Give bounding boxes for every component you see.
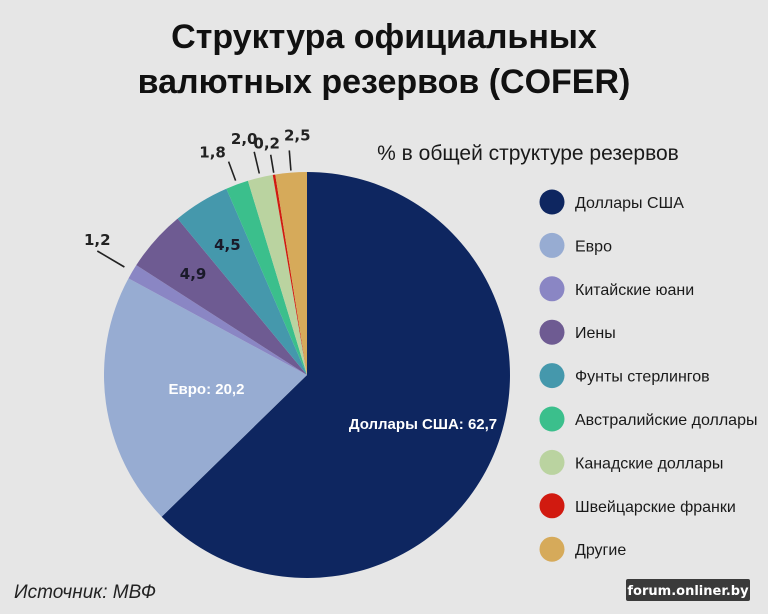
legend-marker-4 bbox=[539, 319, 565, 345]
slice-label-6: 1,8 bbox=[199, 144, 226, 162]
legend-marker-5 bbox=[539, 363, 565, 389]
legend-marker-9 bbox=[539, 536, 565, 562]
legend: Доллары США Евро Китайские юани Иены Фунты с… bbox=[539, 189, 757, 562]
legend-label-6: Австралийские доллары bbox=[575, 412, 757, 429]
leader-line-8 bbox=[269, 154, 275, 173]
pie-slice-4 bbox=[136, 218, 307, 375]
slice-label-9: 2,5 bbox=[284, 126, 311, 144]
watermark: forum.onliner.by bbox=[626, 579, 750, 601]
pie-slice-6 bbox=[226, 180, 307, 375]
source-note: Источник: МВФ bbox=[14, 582, 156, 603]
legend-marker-7 bbox=[539, 449, 565, 475]
pie-slice-2 bbox=[103, 278, 307, 517]
legend-label-1: Доллары США bbox=[575, 195, 684, 212]
slice-label-1: Доллары США: 62,7 bbox=[349, 416, 497, 433]
pie-slice-3 bbox=[128, 265, 307, 375]
slice-label-7: 2,0 bbox=[231, 130, 258, 148]
slice-label-8: 0,2 bbox=[253, 135, 280, 153]
chart-title-line-1: Структура официальных bbox=[171, 18, 597, 56]
legend-label-4: Иены bbox=[575, 325, 616, 342]
legend-marker-6 bbox=[539, 406, 565, 432]
legend-marker-3 bbox=[539, 276, 565, 302]
legend-marker-1 bbox=[539, 189, 565, 215]
pie: Доллары США: 62,7 Евро: 20,2 1,2 4,9 4,5 1,8 2… bbox=[84, 126, 510, 578]
watermark-text: forum.onliner.by bbox=[627, 584, 749, 599]
legend-marker-8 bbox=[539, 493, 565, 519]
leader-line-9 bbox=[288, 150, 292, 171]
legend-label-2: Евро bbox=[575, 238, 612, 255]
legend-label-9: Другие bbox=[575, 542, 626, 559]
legend-label-8: Швейцарские франки bbox=[575, 499, 736, 516]
leader-line-7 bbox=[253, 151, 261, 174]
pie-slice-7 bbox=[247, 174, 307, 375]
leader-line-3 bbox=[96, 250, 125, 268]
pie-slice-8 bbox=[272, 174, 307, 375]
legend-label-7: Канадские доллары bbox=[575, 455, 723, 472]
slice-label-5: 4,5 bbox=[214, 236, 241, 254]
watermark-background bbox=[626, 579, 750, 601]
pie-slice-5 bbox=[177, 188, 307, 375]
legend-label-5: Фунты стерлингов bbox=[575, 369, 710, 386]
slice-label-4: 4,9 bbox=[180, 265, 207, 283]
chart-title-line-2: валютных резервов (COFER) bbox=[138, 63, 631, 101]
slice-label-2: Евро: 20,2 bbox=[169, 381, 245, 398]
legend-label-3: Китайские юани bbox=[575, 282, 694, 299]
legend-marker-2 bbox=[539, 232, 565, 258]
leader-line-6 bbox=[227, 161, 237, 181]
pie-slice-1 bbox=[161, 172, 510, 578]
pie-slice-9 bbox=[275, 172, 307, 375]
slice-label-3: 1,2 bbox=[84, 231, 111, 249]
chart-subtitle: % в общей структуре резервов bbox=[377, 142, 679, 165]
